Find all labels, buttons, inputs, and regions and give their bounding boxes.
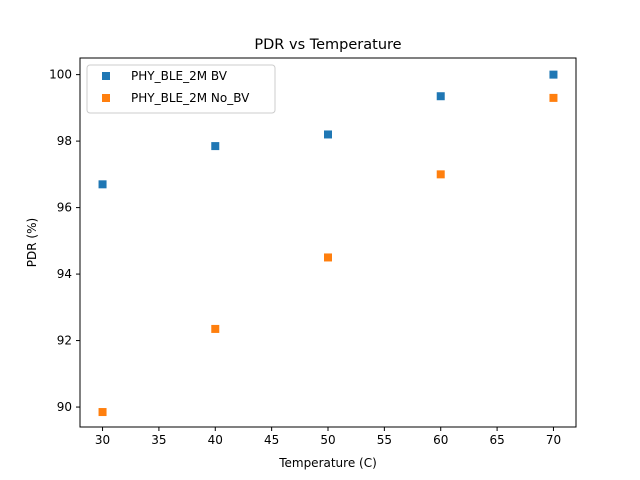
chart-title: PDR vs Temperature (254, 37, 401, 53)
data-point-series-1 (549, 70, 558, 79)
data-point-series-2 (549, 93, 558, 102)
data-point-series-1 (211, 142, 220, 151)
y-axis: 90 92 94 96 98 100 (49, 68, 80, 414)
data-point-series-1 (324, 130, 332, 139)
data-point-series-2 (436, 170, 445, 179)
data-point-series-2 (211, 324, 220, 333)
data-point-series-2 (324, 253, 332, 262)
y-tick-label: 96 (57, 201, 72, 215)
x-axis: 30 35 40 45 50 55 60 65 70 (95, 427, 561, 447)
x-tick-label: 65 (489, 433, 504, 447)
legend-marker-series-1 (102, 72, 110, 80)
legend-frame (86, 64, 276, 114)
x-tick-label: 30 (95, 433, 110, 447)
data-markers (98, 70, 558, 417)
legend-label-series-2: PHY_BLE_2M No_BV (131, 91, 250, 105)
data-point-series-1 (436, 92, 445, 101)
x-tick-label: 60 (433, 433, 448, 447)
y-tick-label: 90 (57, 400, 72, 414)
data-point-series-2 (98, 408, 107, 417)
x-tick-label: 40 (208, 433, 223, 447)
legend: PHY_BLE_2M BV PHY_BLE_2M No_BV (86, 64, 276, 114)
y-tick-label: 92 (57, 334, 72, 348)
legend-label-series-1: PHY_BLE_2M BV (131, 69, 228, 83)
x-tick-label: 70 (546, 433, 561, 447)
x-axis-label: Temperature (C) (278, 456, 377, 470)
legend-marker-series-2 (102, 94, 110, 102)
x-tick-label: 50 (320, 433, 335, 447)
x-tick-label: 45 (264, 433, 279, 447)
y-tick-label: 98 (57, 134, 72, 148)
x-tick-label: 35 (151, 433, 166, 447)
data-point-series-1 (98, 180, 107, 189)
y-tick-label: 94 (57, 267, 72, 281)
y-tick-label: 100 (49, 68, 72, 82)
y-axis-label: PDR (%) (25, 218, 39, 267)
x-tick-label: 55 (377, 433, 392, 447)
